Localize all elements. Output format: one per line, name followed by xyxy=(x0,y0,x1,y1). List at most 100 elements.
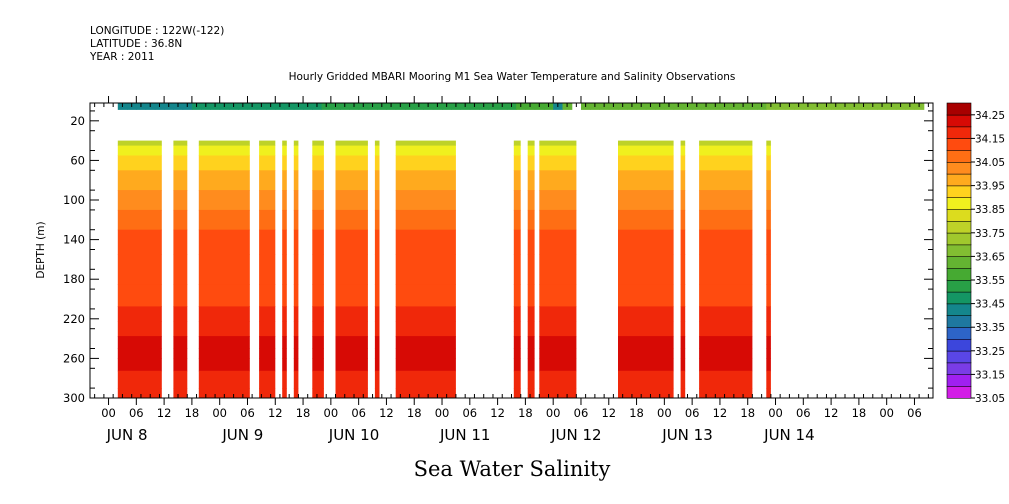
data-cell xyxy=(293,306,299,322)
data-cell xyxy=(527,209,535,231)
colorbar-swatch xyxy=(946,303,972,317)
x-tick-label: 06 xyxy=(129,406,144,420)
data-cell xyxy=(198,140,250,146)
x-tick-label: 00 xyxy=(657,406,672,420)
data-cell xyxy=(527,254,535,285)
data-cell xyxy=(513,348,521,359)
data-cell xyxy=(293,348,299,359)
colorbar-swatch xyxy=(946,385,972,399)
data-cell xyxy=(374,321,380,337)
data-cell xyxy=(173,190,188,211)
data-cell xyxy=(766,254,771,285)
colorbar-swatch xyxy=(946,161,972,175)
data-cell xyxy=(259,170,276,191)
data-cell xyxy=(395,145,456,156)
data-cell xyxy=(117,370,162,389)
data-cell xyxy=(198,254,250,285)
data-cell xyxy=(539,190,577,211)
data-cell xyxy=(618,145,674,156)
data-cell xyxy=(618,348,674,359)
colorbar-swatch xyxy=(946,220,972,234)
data-cell xyxy=(513,254,521,285)
data-cell xyxy=(259,321,276,337)
data-cell xyxy=(395,190,456,211)
data-cell xyxy=(259,336,276,349)
data-cell xyxy=(513,209,521,231)
year-label: YEAR : 2011 xyxy=(89,51,154,63)
data-cell xyxy=(198,145,250,156)
data-cell xyxy=(527,388,535,399)
data-cell xyxy=(374,284,380,307)
data-cell xyxy=(198,358,250,372)
colorbar-swatch xyxy=(946,102,972,116)
data-cell xyxy=(335,321,368,337)
data-cell xyxy=(513,306,521,322)
data-cell xyxy=(312,348,324,359)
x-tick-label: 06 xyxy=(685,406,700,420)
data-cell xyxy=(259,306,276,322)
data-cell xyxy=(680,306,686,322)
day-label: JUN 14 xyxy=(763,426,814,444)
data-cell xyxy=(766,190,771,211)
data-cell xyxy=(513,358,521,372)
colorbar-swatch xyxy=(946,232,972,246)
data-cell xyxy=(539,336,577,349)
data-cell xyxy=(766,284,771,307)
data-cell xyxy=(335,229,368,255)
data-cell xyxy=(539,348,577,359)
y-tick-label: 100 xyxy=(63,193,85,207)
data-cell xyxy=(539,145,577,156)
data-cell xyxy=(680,284,686,307)
data-cell xyxy=(117,229,162,255)
data-cell xyxy=(699,140,753,146)
data-cell xyxy=(513,155,521,171)
colorbar-swatch xyxy=(946,197,972,210)
data-cell xyxy=(374,336,380,349)
data-cell xyxy=(173,284,188,307)
data-cell xyxy=(766,145,771,156)
chart-title: Hourly Gridded MBARI Mooring M1 Sea Wate… xyxy=(289,71,736,83)
data-cell xyxy=(395,321,456,337)
data-cell xyxy=(539,209,577,231)
data-cell xyxy=(374,140,380,146)
data-cell xyxy=(395,170,456,191)
data-cell xyxy=(699,336,753,349)
data-cell xyxy=(117,321,162,337)
colorbar-swatch xyxy=(946,315,972,328)
data-cell xyxy=(766,209,771,231)
data-cell xyxy=(312,229,324,255)
data-cell xyxy=(699,284,753,307)
data-cell xyxy=(699,229,753,255)
data-cell xyxy=(527,370,535,389)
data-cell xyxy=(173,254,188,285)
data-cell xyxy=(766,229,771,255)
data-cell xyxy=(618,336,674,349)
data-cell xyxy=(173,229,188,255)
data-cell xyxy=(527,140,535,146)
colorbar-swatch xyxy=(946,126,972,139)
colorbar-swatch xyxy=(946,291,972,305)
data-cell xyxy=(282,170,287,191)
data-cell xyxy=(117,190,162,211)
colorbar-label: 33.35 xyxy=(975,322,1005,334)
data-cell xyxy=(527,306,535,322)
x-axis: 00 06 12 18 00 06 12 18 00 06 12 18 00 06 12 18 00 06 12 18… xyxy=(94,96,929,444)
data-cell xyxy=(618,229,674,255)
data-cell xyxy=(527,284,535,307)
data-cell xyxy=(699,388,753,399)
data-cell xyxy=(335,145,368,156)
data-cell xyxy=(699,145,753,156)
data-cell xyxy=(198,155,250,171)
data-cell xyxy=(335,306,368,322)
colorbar-label: 33.55 xyxy=(975,275,1005,287)
data-cell xyxy=(539,370,577,389)
data-cell xyxy=(680,209,686,231)
data-cell xyxy=(395,388,456,399)
data-cell xyxy=(173,358,188,372)
data-cell xyxy=(282,145,287,156)
data-cell xyxy=(513,229,521,255)
bottom-label: Sea Water Salinity xyxy=(414,457,611,481)
x-tick-label: 06 xyxy=(351,406,366,420)
data-cell xyxy=(766,336,771,349)
data-cell xyxy=(513,336,521,349)
